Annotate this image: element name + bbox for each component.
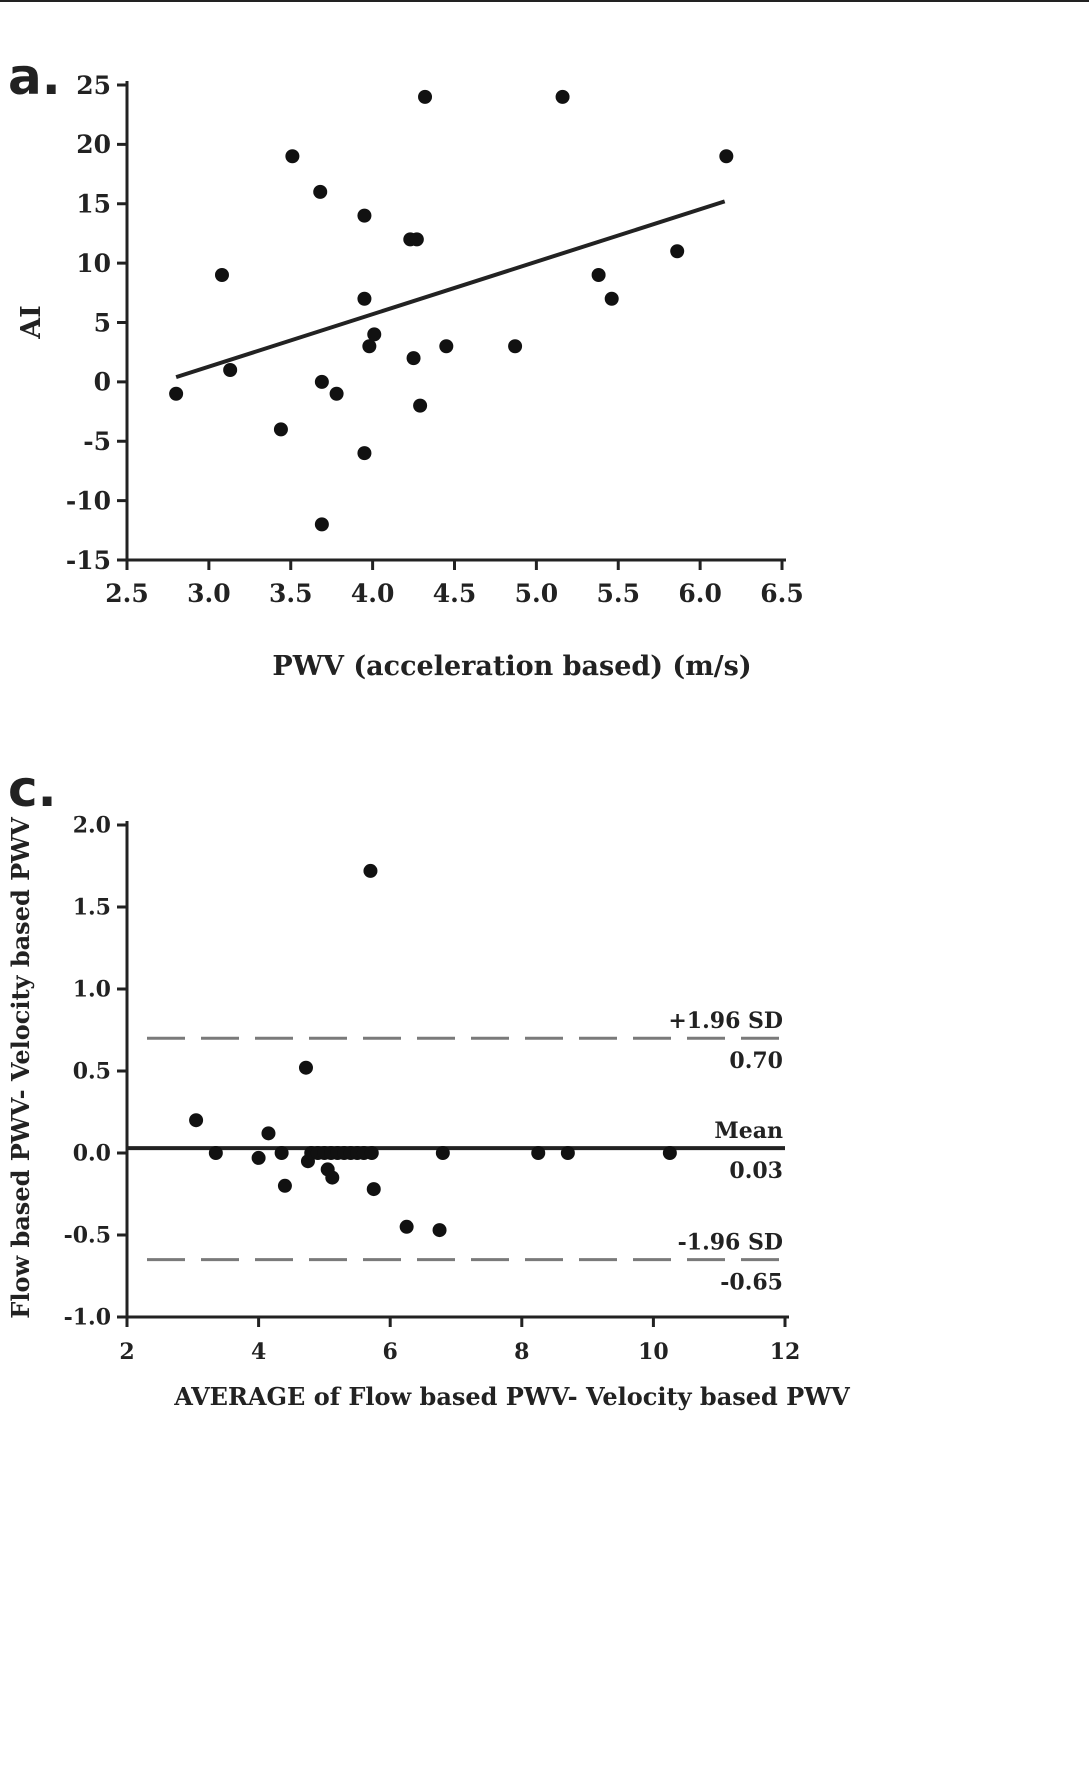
marks-a [169, 89, 734, 532]
x-tick-label: 3.5 [269, 579, 313, 608]
data-point [169, 386, 184, 401]
data-point [719, 149, 734, 164]
y-tick-label: -0.5 [64, 1223, 111, 1249]
data-point [273, 422, 288, 437]
y-axis-label-a: AI [16, 305, 47, 340]
data-point [357, 446, 372, 461]
data-point [670, 244, 685, 259]
x-tick-label: 5.0 [515, 579, 559, 608]
x-tick-label: 10 [638, 1339, 669, 1365]
data-point [298, 1060, 313, 1075]
data-point [531, 1146, 546, 1160]
data-point [399, 1219, 414, 1234]
data-point [406, 351, 421, 366]
reference-line-value: 0.03 [729, 1158, 783, 1184]
y-tick-label: -1.0 [64, 1305, 111, 1331]
data-point [285, 149, 300, 164]
data-point [363, 863, 378, 878]
data-point [413, 398, 428, 413]
y-tick-label: 1.5 [73, 895, 111, 921]
marks-c: +1.96 SD 0.70 Mean 0.03 -1.96 SD -0.65 [127, 863, 785, 1296]
trend-line [175, 199, 726, 380]
y-tick-label: 25 [76, 71, 111, 100]
x-tick-label: 8 [514, 1339, 529, 1365]
data-point [591, 268, 606, 282]
reference-line-label: Mean [714, 1118, 783, 1144]
reference-line-value: 0.70 [729, 1048, 783, 1074]
y-tick-label: 20 [76, 130, 111, 159]
x-tick-label: 4.0 [351, 579, 395, 608]
data-point [604, 291, 619, 306]
y-tick-label: 2.0 [73, 813, 111, 839]
data-point [409, 232, 424, 247]
reference-line-label: -1.96 SD [678, 1230, 783, 1256]
y-tick-label: 10 [76, 249, 111, 278]
y-tick-label: 0.0 [73, 1141, 111, 1167]
panel-a-letter: a. [8, 48, 61, 106]
y-tick-label: 15 [76, 190, 111, 219]
y-tick-label: -15 [66, 546, 111, 575]
data-point [251, 1150, 266, 1165]
scatter-plot-a: 2.5 3.0 3.5 4.0 4.5 5.0 5.5 6.0 6.5 25 20 15 10 5 0 -5 -… [16, 71, 804, 682]
data-point [555, 89, 570, 104]
x-tick-label: 4.5 [433, 579, 477, 608]
y-tick-label: 5 [94, 308, 111, 337]
axes-c: 2 4 6 8 10 12 2.0 1.5 1.0 0.5 0.0 -0.5 -1.0 [64, 813, 801, 1365]
y-tick-label: -5 [83, 427, 111, 456]
data-point [325, 1170, 340, 1185]
data-point [189, 1113, 204, 1128]
data-point [366, 1182, 381, 1197]
x-tick-label: 4 [251, 1339, 266, 1365]
y-tick-label: 0.5 [73, 1059, 111, 1085]
x-tick-label: 6.5 [760, 579, 804, 608]
data-point [418, 89, 433, 104]
bland-altman-plot-c: 2 4 6 8 10 12 2.0 1.5 1.0 0.5 0.0 -0.5 -1.0 +1.96 SD… [6, 813, 850, 1411]
x-tick-label: 6.0 [678, 579, 722, 608]
data-point [274, 1146, 289, 1160]
panel-c: c. 2 4 6 8 10 12 2.0 1.5 1.0 0.5 0.0 -0.5 -1.0 +1.96… [0, 720, 1089, 1776]
data-point [357, 208, 372, 223]
data-point [357, 291, 372, 306]
x-axis-label-a: PWV (acceleration based) (m/s) [272, 651, 751, 682]
x-tick-label: 5.5 [597, 579, 641, 608]
y-tick-label: 0 [94, 368, 111, 397]
reference-line-label: +1.96 SD [668, 1008, 783, 1034]
data-point [367, 327, 382, 342]
data-point [329, 386, 344, 401]
data-point [313, 184, 328, 199]
top-rule [0, 0, 1089, 2]
x-tick-label: 3.0 [187, 579, 231, 608]
reference-line-value: -0.65 [720, 1270, 783, 1296]
data-point [362, 339, 377, 354]
x-tick-label: 2 [119, 1339, 134, 1365]
data-point [277, 1178, 292, 1193]
data-point [208, 1146, 223, 1160]
y-axis-label-c: Flow based PWV- Velocity based PWV [6, 817, 35, 1319]
x-tick-label: 6 [383, 1339, 398, 1365]
axes-a: 2.5 3.0 3.5 4.0 4.5 5.0 5.5 6.0 6.5 25 20 15 10 5 0 -5 -… [66, 71, 804, 608]
x-tick-label: 12 [770, 1339, 801, 1365]
data-point [432, 1223, 447, 1238]
data-point [435, 1146, 450, 1160]
x-axis-label-c: AVERAGE of Flow based PWV- Velocity base… [173, 1382, 850, 1411]
data-point [439, 339, 454, 354]
x-tick-label: 2.5 [105, 579, 149, 608]
data-point [508, 339, 523, 354]
panel-a: a. 2.5 3.0 3.5 4.0 4.5 5.0 5.5 6.0 6.5 25 20 15 10 5 0… [0, 0, 1089, 720]
data-point [560, 1146, 575, 1160]
panel-c-letter: c. [8, 760, 57, 818]
data-point [364, 1146, 379, 1160]
data-point [314, 517, 329, 532]
data-point [662, 1146, 677, 1160]
data-point [314, 374, 329, 389]
data-point [223, 363, 238, 377]
data-point [261, 1126, 276, 1141]
y-tick-label: -10 [66, 486, 111, 515]
data-point [214, 268, 229, 282]
y-tick-label: 1.0 [73, 977, 111, 1003]
